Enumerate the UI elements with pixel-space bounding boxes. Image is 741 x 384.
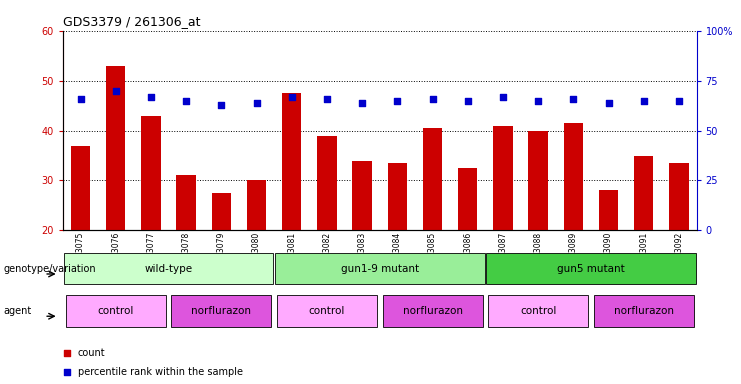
Text: count: count — [78, 348, 105, 358]
Text: norflurazon: norflurazon — [614, 306, 674, 316]
Bar — [494, 126, 513, 230]
Point — [602, 99, 614, 106]
Bar — [528, 131, 548, 230]
Point — [321, 96, 333, 102]
Bar — [176, 175, 196, 230]
Point — [110, 88, 122, 94]
Text: norflurazon: norflurazon — [402, 306, 462, 316]
Text: GDS3379 / 261306_at: GDS3379 / 261306_at — [63, 15, 201, 28]
Point — [180, 98, 192, 104]
Text: norflurazon: norflurazon — [191, 306, 251, 316]
Bar — [388, 163, 407, 230]
Text: genotype/variation: genotype/variation — [4, 264, 96, 274]
Bar — [564, 123, 583, 230]
Text: wild-type: wild-type — [144, 264, 193, 274]
Text: agent: agent — [4, 306, 32, 316]
Text: percentile rank within the sample: percentile rank within the sample — [78, 367, 243, 377]
Point — [532, 98, 544, 104]
Bar — [423, 128, 442, 230]
Bar — [171, 296, 271, 326]
Bar — [212, 193, 231, 230]
Bar — [599, 190, 618, 230]
Text: control: control — [309, 306, 345, 316]
Bar — [486, 253, 696, 284]
Text: control: control — [98, 306, 134, 316]
Bar — [66, 296, 166, 326]
Point — [276, 288, 288, 294]
Point — [568, 96, 579, 102]
Point — [638, 98, 650, 104]
Bar — [71, 146, 90, 230]
Point — [391, 98, 403, 104]
Bar — [277, 296, 377, 326]
Point — [356, 99, 368, 106]
Point — [462, 98, 473, 104]
Point — [286, 94, 298, 100]
Bar — [106, 66, 125, 230]
Point — [673, 98, 685, 104]
Bar — [275, 253, 485, 284]
Bar — [669, 163, 688, 230]
Text: gun1-9 mutant: gun1-9 mutant — [341, 264, 419, 274]
Bar — [594, 296, 694, 326]
Point — [145, 94, 157, 100]
Point — [216, 101, 227, 108]
Point — [75, 96, 87, 102]
Bar — [317, 136, 336, 230]
Point — [497, 94, 509, 100]
Bar — [488, 296, 588, 326]
Text: control: control — [520, 306, 556, 316]
Bar — [64, 253, 273, 284]
Bar — [634, 156, 654, 230]
Bar — [247, 180, 266, 230]
Bar — [382, 296, 482, 326]
Point — [276, 114, 288, 120]
Bar — [142, 116, 161, 230]
Bar — [458, 168, 477, 230]
Bar — [282, 93, 302, 230]
Point — [427, 96, 439, 102]
Point — [250, 99, 262, 106]
Text: gun5 mutant: gun5 mutant — [557, 264, 625, 274]
Bar — [353, 161, 372, 230]
